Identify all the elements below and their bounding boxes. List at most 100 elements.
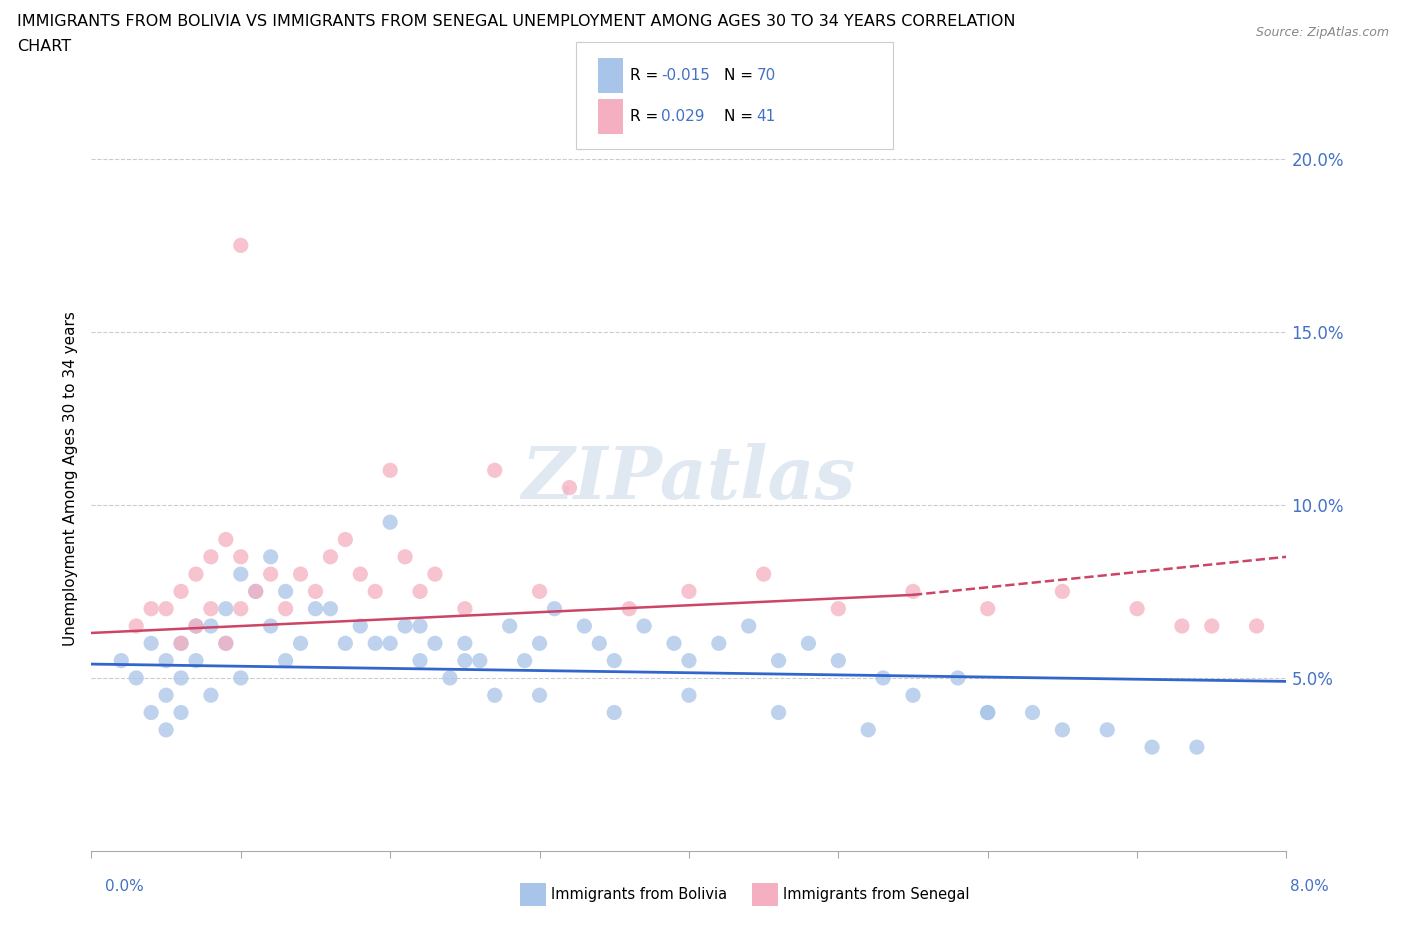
Point [200, 602, 222, 617]
Point [1140, 739, 1163, 754]
Point [394, 550, 416, 565]
Point [229, 602, 252, 617]
Point [1052, 584, 1074, 599]
Point [423, 566, 446, 581]
Point [678, 584, 700, 599]
Point [1097, 723, 1119, 737]
Text: Source: ZipAtlas.com: Source: ZipAtlas.com [1256, 26, 1389, 39]
Point [976, 705, 998, 720]
Point [707, 636, 730, 651]
Point [335, 636, 357, 651]
Point [872, 671, 894, 685]
Point [1021, 705, 1043, 720]
Point [215, 636, 238, 651]
Point [827, 653, 849, 668]
Point [215, 602, 238, 617]
Point [603, 653, 626, 668]
Point [1185, 739, 1208, 754]
Point [394, 618, 416, 633]
Point [110, 653, 132, 668]
Text: N =: N = [724, 68, 758, 84]
Point [558, 480, 581, 495]
Point [513, 653, 536, 668]
Point [378, 463, 402, 478]
Point [409, 653, 432, 668]
Point [378, 515, 402, 530]
Point [1052, 723, 1074, 737]
Point [170, 636, 193, 651]
Point [768, 653, 790, 668]
Y-axis label: Unemployment Among Ages 30 to 34 years: Unemployment Among Ages 30 to 34 years [62, 312, 77, 646]
Point [439, 671, 461, 685]
Text: 0.029: 0.029 [661, 110, 704, 125]
Text: Immigrants from Bolivia: Immigrants from Bolivia [551, 887, 727, 902]
Text: 41: 41 [756, 110, 776, 125]
Point [184, 618, 207, 633]
Point [229, 671, 252, 685]
Point [409, 584, 432, 599]
Point [274, 602, 297, 617]
Point [229, 566, 252, 581]
Point [827, 602, 849, 617]
Point [304, 584, 326, 599]
Point [274, 584, 297, 599]
Point [484, 688, 506, 703]
Point [454, 602, 477, 617]
Point [141, 602, 162, 617]
Point [468, 653, 491, 668]
Point [125, 671, 148, 685]
Point [529, 688, 551, 703]
Point [290, 636, 312, 651]
Point [901, 584, 924, 599]
Point [454, 636, 477, 651]
Point [588, 636, 610, 651]
Point [245, 584, 267, 599]
Point [184, 566, 207, 581]
Point [678, 688, 700, 703]
Point [229, 550, 252, 565]
Point [200, 688, 222, 703]
Point [349, 618, 371, 633]
Point [215, 532, 238, 547]
Point [378, 636, 402, 651]
Point [946, 671, 969, 685]
Text: IMMIGRANTS FROM BOLIVIA VS IMMIGRANTS FROM SENEGAL UNEMPLOYMENT AMONG AGES 30 TO: IMMIGRANTS FROM BOLIVIA VS IMMIGRANTS FR… [17, 14, 1015, 29]
Point [768, 705, 790, 720]
Point [529, 636, 551, 651]
Point [797, 636, 820, 651]
Point [678, 653, 700, 668]
Point [1201, 618, 1223, 633]
Text: R =: R = [630, 68, 664, 84]
Point [484, 463, 506, 478]
Point [259, 550, 281, 565]
Point [141, 636, 162, 651]
Text: 0.0%: 0.0% [105, 879, 145, 894]
Point [141, 705, 162, 720]
Text: CHART: CHART [17, 39, 70, 54]
Point [543, 602, 565, 617]
Point [976, 705, 998, 720]
Point [901, 688, 924, 703]
Point [423, 636, 446, 651]
Point [184, 653, 207, 668]
Point [170, 705, 193, 720]
Point [304, 602, 326, 617]
Text: Immigrants from Senegal: Immigrants from Senegal [783, 887, 970, 902]
Point [245, 584, 267, 599]
Text: N =: N = [724, 110, 758, 125]
Point [529, 584, 551, 599]
Point [1126, 602, 1149, 617]
Point [155, 602, 177, 617]
Point [364, 584, 387, 599]
Point [274, 653, 297, 668]
Point [662, 636, 685, 651]
Point [200, 618, 222, 633]
Point [259, 618, 281, 633]
Point [229, 238, 252, 253]
Point [200, 550, 222, 565]
Point [184, 618, 207, 633]
Text: -0.015: -0.015 [661, 68, 710, 84]
Point [215, 636, 238, 651]
Point [409, 618, 432, 633]
Point [125, 618, 148, 633]
